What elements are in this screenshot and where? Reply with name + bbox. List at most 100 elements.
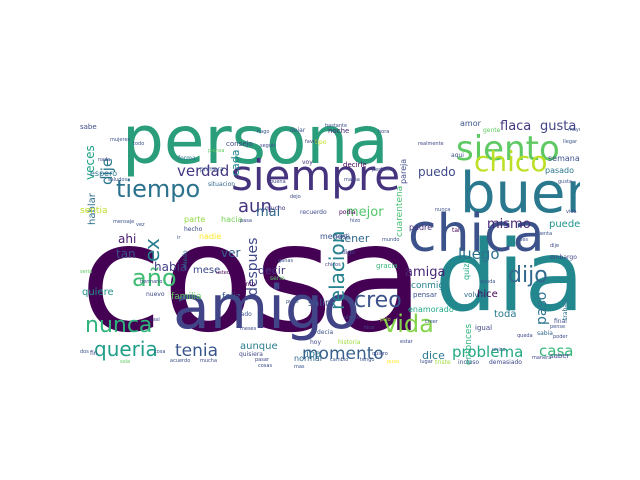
- word: semana: [548, 154, 580, 163]
- word: trabajo: [562, 298, 569, 320]
- word: estar: [400, 339, 413, 345]
- word: santi: [335, 233, 350, 240]
- word: siempre: [231, 151, 401, 200]
- word: todo: [133, 141, 145, 147]
- word: luego: [458, 245, 500, 263]
- word: acuerdo: [170, 358, 191, 364]
- word: pense: [550, 324, 566, 330]
- word: podia: [339, 209, 356, 216]
- word: iba: [306, 349, 322, 360]
- word: pelo: [380, 317, 391, 323]
- word: aunque: [240, 341, 278, 352]
- word: igual: [475, 324, 493, 332]
- word: cosas: [258, 363, 273, 369]
- word: bueno: [460, 161, 580, 226]
- word: pasar: [255, 357, 269, 363]
- word: nadie: [199, 232, 222, 241]
- word: queria: [94, 337, 158, 361]
- word: forma: [178, 155, 196, 162]
- word: vida: [566, 209, 577, 215]
- word: cosa: [154, 349, 166, 355]
- word: gusta: [540, 120, 577, 134]
- word: pasado: [545, 166, 575, 175]
- word: tipo: [315, 139, 327, 146]
- word: buena: [270, 179, 286, 185]
- word: aun: [238, 196, 272, 217]
- word: manera: [532, 355, 552, 361]
- word: mal: [256, 205, 281, 220]
- word: ir: [177, 235, 181, 241]
- word: espero: [90, 169, 118, 178]
- word: meses: [240, 326, 257, 332]
- word: salir: [308, 298, 330, 309]
- word: favor: [305, 139, 318, 145]
- word: saludos: [108, 177, 128, 183]
- word: cada: [229, 149, 242, 176]
- word: tener: [340, 232, 370, 245]
- word: creo: [354, 288, 402, 313]
- word: familia: [171, 292, 202, 302]
- word: sabia: [537, 330, 553, 337]
- word: volver: [464, 291, 486, 299]
- word: dejo: [290, 194, 301, 200]
- word: seguir: [260, 143, 276, 149]
- word: persona: [122, 120, 389, 179]
- word: historia: [338, 339, 361, 346]
- word: digo: [342, 249, 355, 256]
- word: tan: [116, 247, 136, 261]
- word: dije: [550, 243, 560, 249]
- word: nunca: [85, 313, 153, 338]
- word: hecho: [184, 226, 203, 233]
- word-cloud: cosa persona dia amigo bueno chica siemp…: [80, 120, 580, 370]
- word: recuerdo: [300, 209, 327, 216]
- word: final: [554, 318, 567, 325]
- word: unico: [492, 347, 506, 353]
- word: mensaje: [113, 219, 135, 225]
- word: mujeres: [110, 137, 131, 143]
- word: sola: [120, 359, 131, 365]
- word: paso: [534, 291, 550, 325]
- word: chicos: [325, 262, 341, 268]
- word: dos: [80, 349, 89, 355]
- word: usted: [216, 270, 230, 276]
- word: ver: [221, 246, 241, 260]
- word: nunca: [435, 207, 451, 213]
- word: pude: [286, 299, 299, 305]
- word: poder: [553, 334, 568, 340]
- word: cuarentena: [395, 185, 405, 237]
- word: pensar: [413, 291, 438, 299]
- word: chico: [474, 145, 548, 178]
- word: nuevo: [146, 291, 165, 298]
- word: triste: [435, 359, 451, 366]
- word: hizo: [350, 218, 361, 224]
- word: menos: [320, 232, 347, 241]
- word: voy: [302, 159, 313, 166]
- word: mucha: [200, 358, 218, 364]
- word: puso: [387, 359, 400, 365]
- word: tenia: [175, 341, 219, 361]
- word: siento: [456, 129, 560, 169]
- word: dia: [435, 220, 580, 334]
- word: noche: [328, 127, 350, 135]
- word: mayor: [568, 127, 580, 133]
- word: situacion: [208, 181, 236, 188]
- word: mama: [344, 177, 360, 183]
- word: ganas: [278, 258, 294, 264]
- word: cosa: [80, 192, 425, 366]
- word: piensa: [208, 148, 225, 154]
- word: enamorado: [408, 305, 454, 314]
- word: sabe: [80, 123, 97, 131]
- word: demasiado: [489, 359, 522, 366]
- word: gente: [483, 127, 501, 134]
- word: habia: [154, 260, 188, 274]
- word: miedo: [182, 250, 189, 269]
- word: ahi: [118, 232, 137, 246]
- word: dijo: [508, 263, 548, 288]
- word: casa: [539, 342, 574, 360]
- word: tiempo: [116, 175, 201, 203]
- word: decir: [258, 264, 286, 277]
- word: seria: [80, 269, 93, 275]
- word: año: [132, 264, 177, 292]
- word: cambio: [330, 357, 349, 363]
- word: cuenta: [535, 231, 553, 237]
